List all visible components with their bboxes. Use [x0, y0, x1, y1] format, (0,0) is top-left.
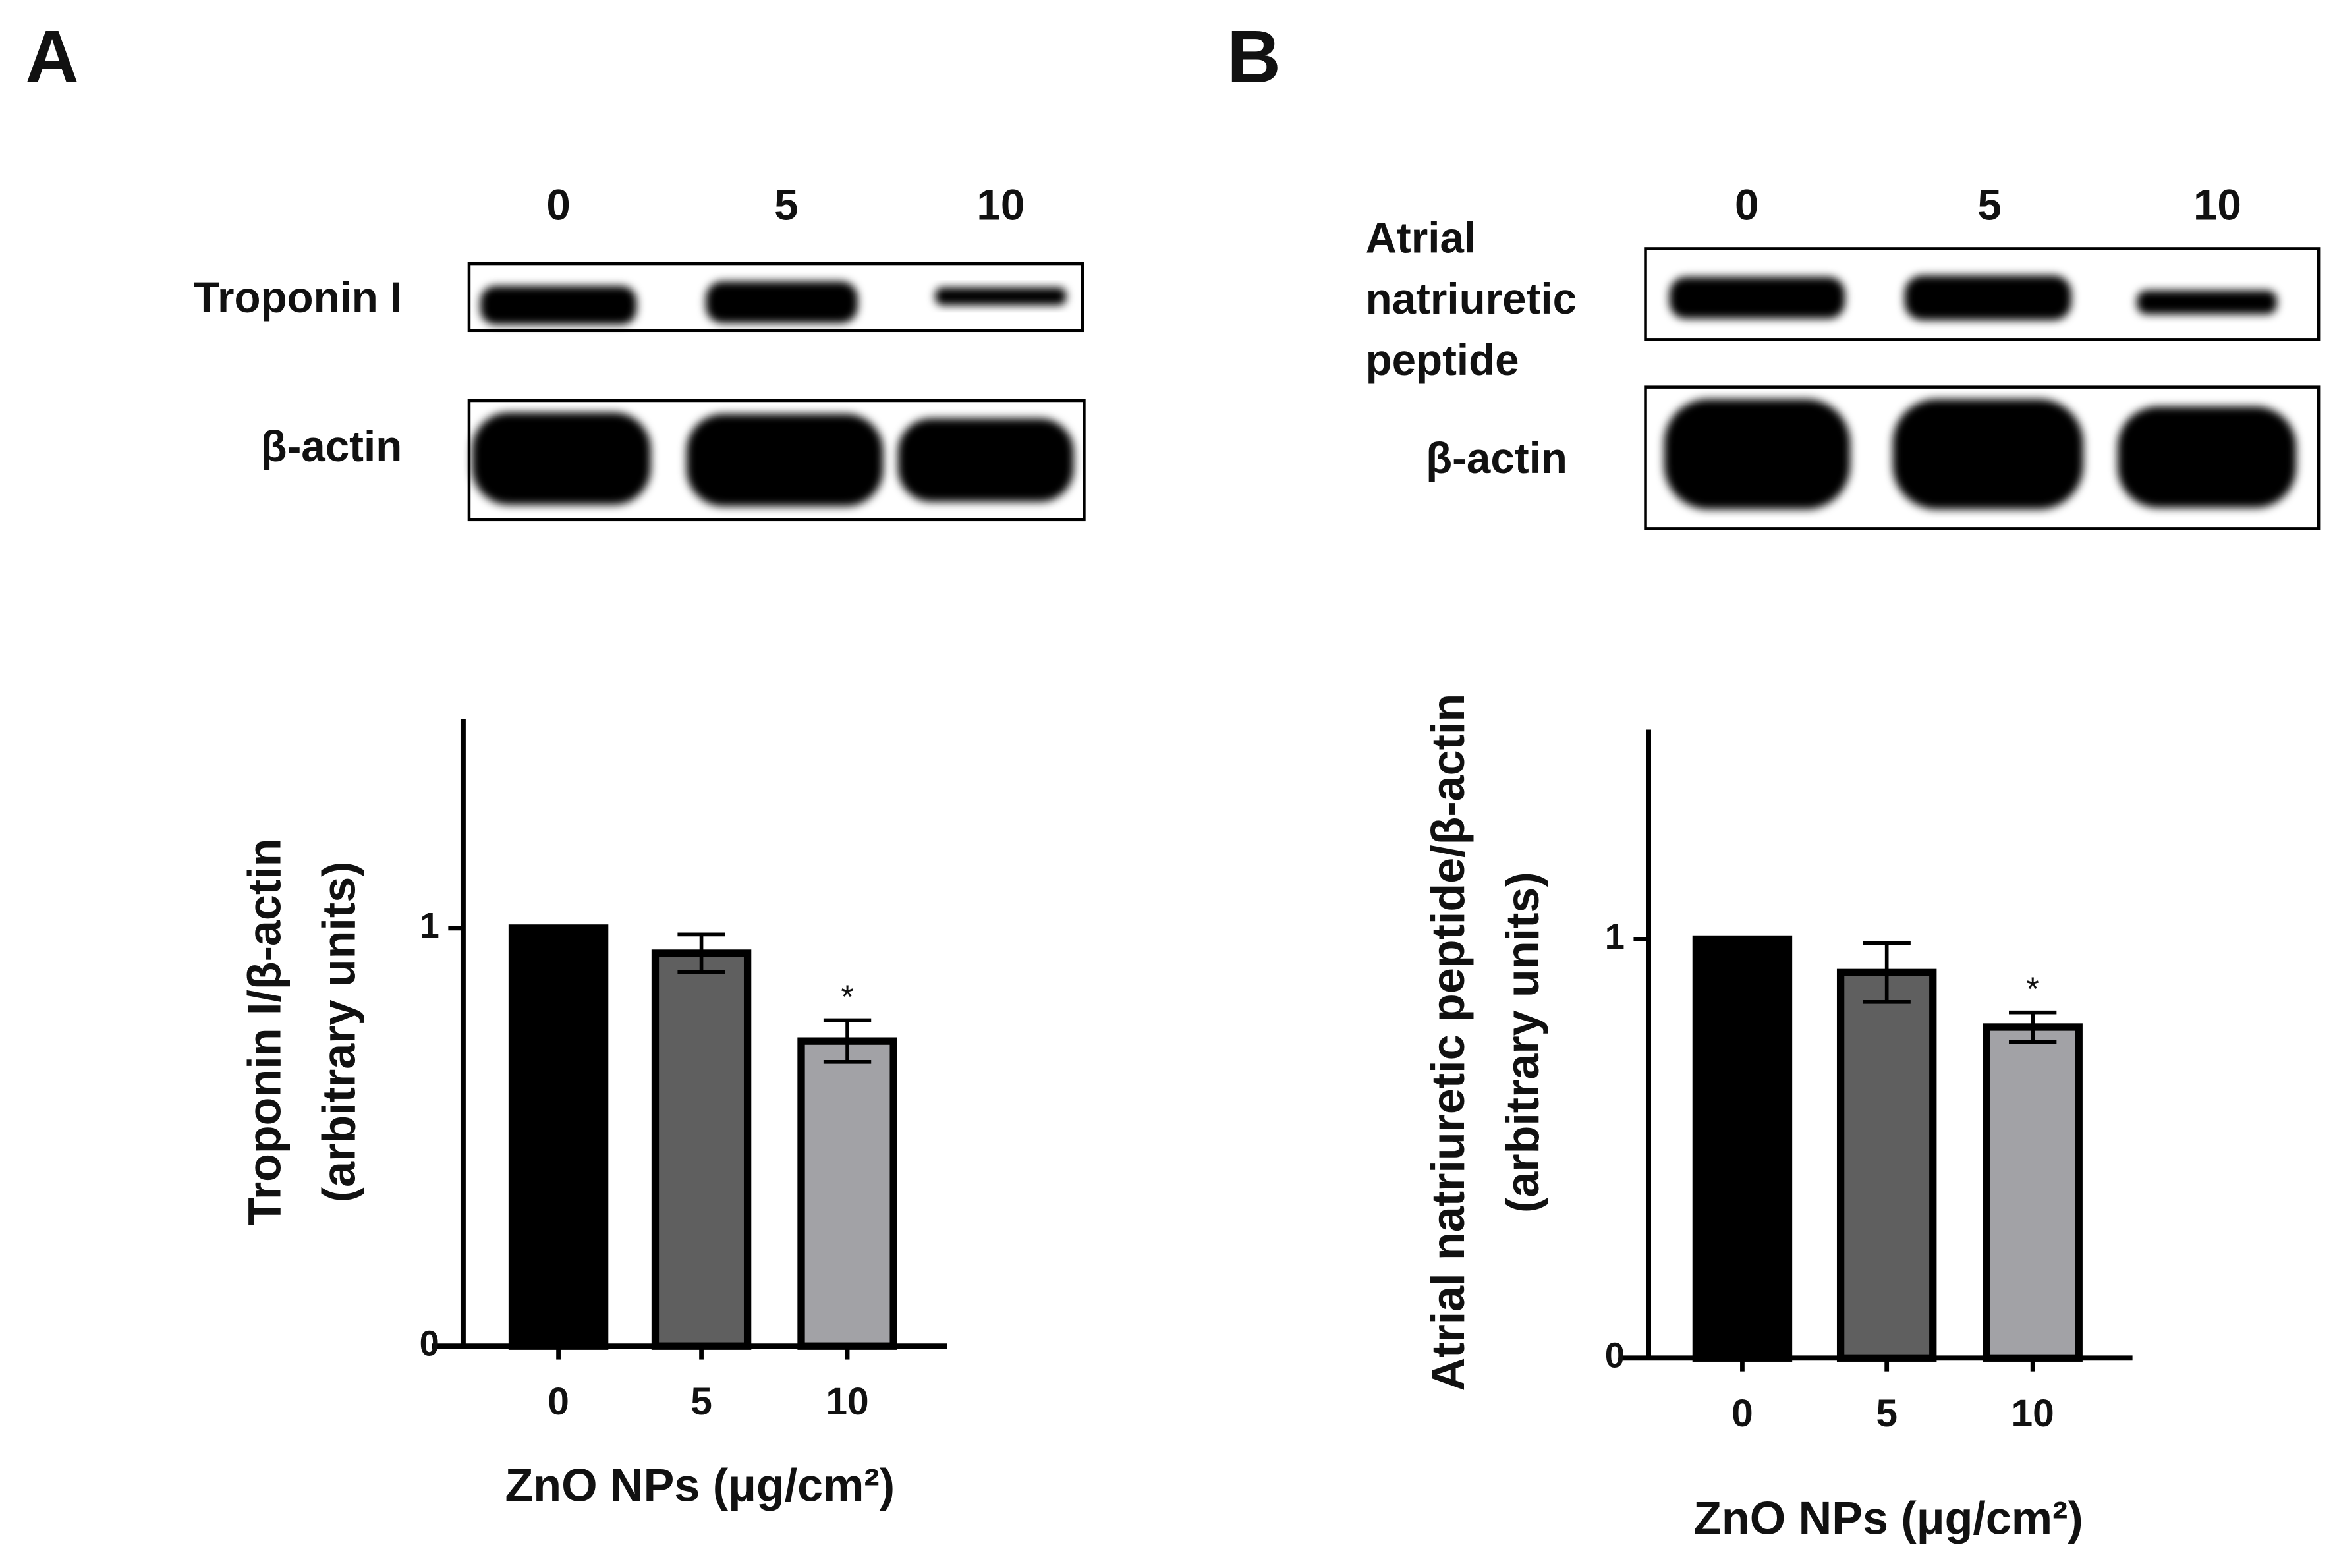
bar: [1692, 935, 1793, 1362]
lane-label: 10: [2193, 181, 2241, 229]
significance-mark: *: [2026, 970, 2039, 1007]
blot-row-label: β-actin: [260, 422, 402, 470]
bar: [1983, 1023, 2083, 1362]
y-tick-label: 1: [420, 906, 439, 945]
blot-band: [897, 418, 1074, 502]
blot-band: [1904, 275, 2071, 320]
panel-label: B: [1227, 15, 1281, 98]
x-axis-label: ZnO NPs (μg/cm²): [505, 1460, 895, 1511]
x-tick-label: 10: [826, 1380, 868, 1423]
blot-band: [480, 285, 637, 325]
y-axis-label: (arbitrary units): [1497, 872, 1548, 1213]
lane-label: 0: [546, 181, 570, 229]
blot-row-label: peptide: [1366, 336, 1519, 384]
x-axis-label: ZnO NPs (μg/cm²): [1693, 1492, 2083, 1544]
x-tick-label: 10: [2011, 1392, 2054, 1435]
blot-band: [935, 287, 1067, 306]
x-tick-label: 0: [548, 1380, 569, 1423]
x-tick-label: 5: [1876, 1392, 1898, 1435]
y-tick-label: 1: [1605, 917, 1625, 957]
significance-mark: *: [841, 978, 853, 1015]
blot-band: [686, 414, 884, 507]
x-tick-label: 0: [1731, 1392, 1753, 1435]
blot-band: [706, 281, 858, 323]
y-axis-label: (arbitrary units): [313, 861, 364, 1202]
error-bar: [1863, 941, 1911, 1004]
blot-band: [472, 412, 651, 505]
lane-label: 10: [976, 181, 1025, 229]
lane-label: 0: [1735, 181, 1758, 229]
error-bar: [2009, 1010, 2057, 1044]
lane-label: 5: [774, 181, 798, 229]
y-axis-label: Troponin I/β-actin: [239, 839, 290, 1226]
bar: [508, 924, 609, 1350]
y-axis-label: Atrial natriuretic peptide/β-actin: [1422, 694, 1474, 1391]
x-tick-label: 5: [690, 1380, 712, 1423]
blot-band: [2118, 406, 2297, 508]
y-tick-label: 0: [1605, 1336, 1625, 1376]
error-bar: [677, 932, 725, 974]
bar: [797, 1037, 897, 1350]
blot-row-label: Atrial: [1366, 213, 1477, 262]
y-tick-label: 0: [420, 1324, 439, 1364]
blot-row-label: Troponin I: [194, 273, 403, 322]
bar: [1836, 968, 1937, 1362]
blot-band: [2137, 290, 2277, 314]
error-bar: [823, 1018, 872, 1064]
blot-row-label: β-actin: [1426, 434, 1567, 482]
blot-row-label: natriuretic: [1366, 275, 1577, 323]
lane-label: 5: [1977, 181, 2001, 229]
blot-band: [1664, 399, 1851, 509]
panel-label: A: [25, 15, 79, 98]
blot-band: [1669, 277, 1845, 319]
bar: [651, 949, 752, 1350]
blot-band: [1892, 399, 2084, 509]
